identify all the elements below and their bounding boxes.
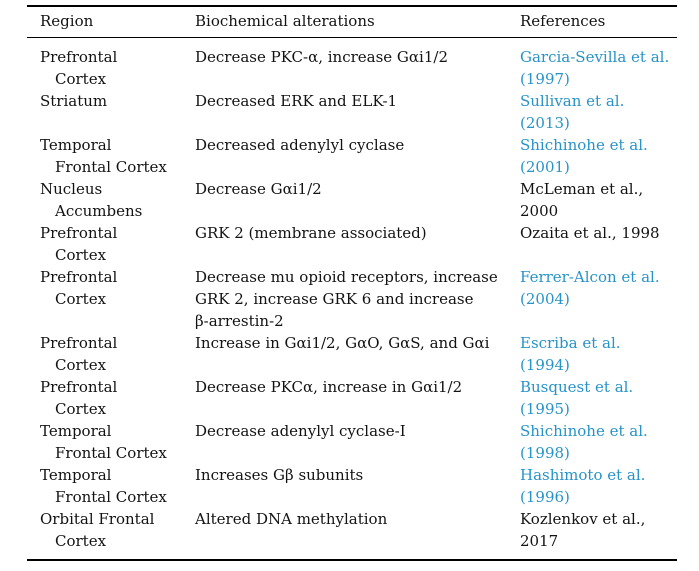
table-row: Nucleus Accumbens Decrease Gαi1/2 McLema… <box>27 178 677 222</box>
reference-cell: Hashimoto et al. (1996) <box>520 464 677 508</box>
reference-cell: Shichinohe et al. (2001) <box>520 134 677 178</box>
table-row: Temporal Frontal Cortex Increases Gβ sub… <box>27 464 677 508</box>
region-cell: Nucleus Accumbens <box>40 180 143 220</box>
region-cell: Prefrontal Cortex <box>40 48 118 88</box>
alteration-cell: Decrease Gαi1/2 <box>195 180 322 198</box>
table-row: Orbital Frontal Cortex Altered DNA methy… <box>27 508 677 560</box>
citation-link[interactable]: Escriba et al. (1994) <box>520 334 621 374</box>
alteration-cell: Increase in Gαi1/2, GαO, GαS, and Gαi <box>195 334 490 352</box>
citation-link[interactable]: Shichinohe et al. (1998) <box>520 422 648 462</box>
reference-cell: McLeman et al., 2000 <box>520 178 677 222</box>
reference-cell: Garcia-Sevilla et al. (1997) <box>520 38 677 91</box>
citation-link[interactable]: Busquest et al. (1995) <box>520 378 634 418</box>
column-header-references: References <box>520 6 677 38</box>
table-row: Prefrontal Cortex Decrease PKCα, increas… <box>27 376 677 420</box>
column-header-region: Region <box>27 6 195 38</box>
citation-link[interactable]: Hashimoto et al. (1996) <box>520 466 646 506</box>
citation-link[interactable]: Shichinohe et al. (2001) <box>520 136 648 176</box>
citation-link[interactable]: Garcia-Sevilla et al. (1997) <box>520 48 670 88</box>
region-cell: Prefrontal Cortex <box>40 378 118 418</box>
reference-cell: Escriba et al. (1994) <box>520 332 677 376</box>
region-cell: Orbital Frontal Cortex <box>40 510 155 550</box>
alteration-cell: Decreased ERK and ELK-1 <box>195 92 398 110</box>
alteration-cell: Decrease mu opioid receptors, increase G… <box>195 268 498 330</box>
table-row: Prefrontal Cortex GRK 2 (membrane associ… <box>27 222 677 266</box>
reference-text: Ozaita et al., 1998 <box>520 224 660 242</box>
column-header-biochemical-alterations: Biochemical alterations <box>195 6 520 38</box>
alteration-cell: Increases Gβ subunits <box>195 466 364 484</box>
region-cell: Prefrontal Cortex <box>40 268 118 308</box>
header-row: Region Biochemical alterations Reference… <box>27 6 677 38</box>
alteration-cell: Altered DNA methylation <box>195 510 388 528</box>
reference-cell: Sullivan et al. (2013) <box>520 90 677 134</box>
region-cell: Prefrontal Cortex <box>40 224 118 264</box>
reference-text: Kozlenkov et al., 2017 <box>520 510 646 550</box>
alteration-cell: Decreased adenylyl cyclase <box>195 136 405 154</box>
table-row: Prefrontal Cortex Decrease PKC-α, increa… <box>27 38 677 91</box>
alteration-cell: Decrease PKC-α, increase Gαi1/2 <box>195 48 448 66</box>
table-row: Prefrontal Cortex Increase in Gαi1/2, Gα… <box>27 332 677 376</box>
reference-cell: Busquest et al. (1995) <box>520 376 677 420</box>
reference-cell: Ferrer-Alcon et al. (2004) <box>520 266 677 332</box>
table-row: Striatum Decreased ERK and ELK-1 Sulliva… <box>27 90 677 134</box>
alteration-cell: GRK 2 (membrane associated) <box>195 224 427 242</box>
table-row: Temporal Frontal Cortex Decrease adenyly… <box>27 420 677 464</box>
citation-link[interactable]: Ferrer-Alcon et al. (2004) <box>520 268 660 308</box>
region-cell: Temporal Frontal Cortex <box>40 422 167 462</box>
region-cell: Striatum <box>40 92 108 110</box>
table-header: Region Biochemical alterations Reference… <box>27 6 677 38</box>
reference-text: McLeman et al., 2000 <box>520 180 644 220</box>
alteration-cell: Decrease adenylyl cyclase-I <box>195 422 406 440</box>
region-cell: Temporal Frontal Cortex <box>40 136 167 176</box>
table-row: Prefrontal Cortex Decrease mu opioid rec… <box>27 266 677 332</box>
table-row: Temporal Frontal Cortex Decreased adenyl… <box>27 134 677 178</box>
reference-cell: Kozlenkov et al., 2017 <box>520 508 677 560</box>
reference-cell: Shichinohe et al. (1998) <box>520 420 677 464</box>
citation-link[interactable]: Sullivan et al. (2013) <box>520 92 625 132</box>
reference-cell: Ozaita et al., 1998 <box>520 222 677 266</box>
alteration-cell: Decrease PKCα, increase in Gαi1/2 <box>195 378 463 396</box>
table-body: Prefrontal Cortex Decrease PKC-α, increa… <box>27 38 677 561</box>
region-cell: Prefrontal Cortex <box>40 334 118 374</box>
region-cell: Temporal Frontal Cortex <box>40 466 167 506</box>
biochemical-alterations-table: Region Biochemical alterations Reference… <box>27 5 677 561</box>
